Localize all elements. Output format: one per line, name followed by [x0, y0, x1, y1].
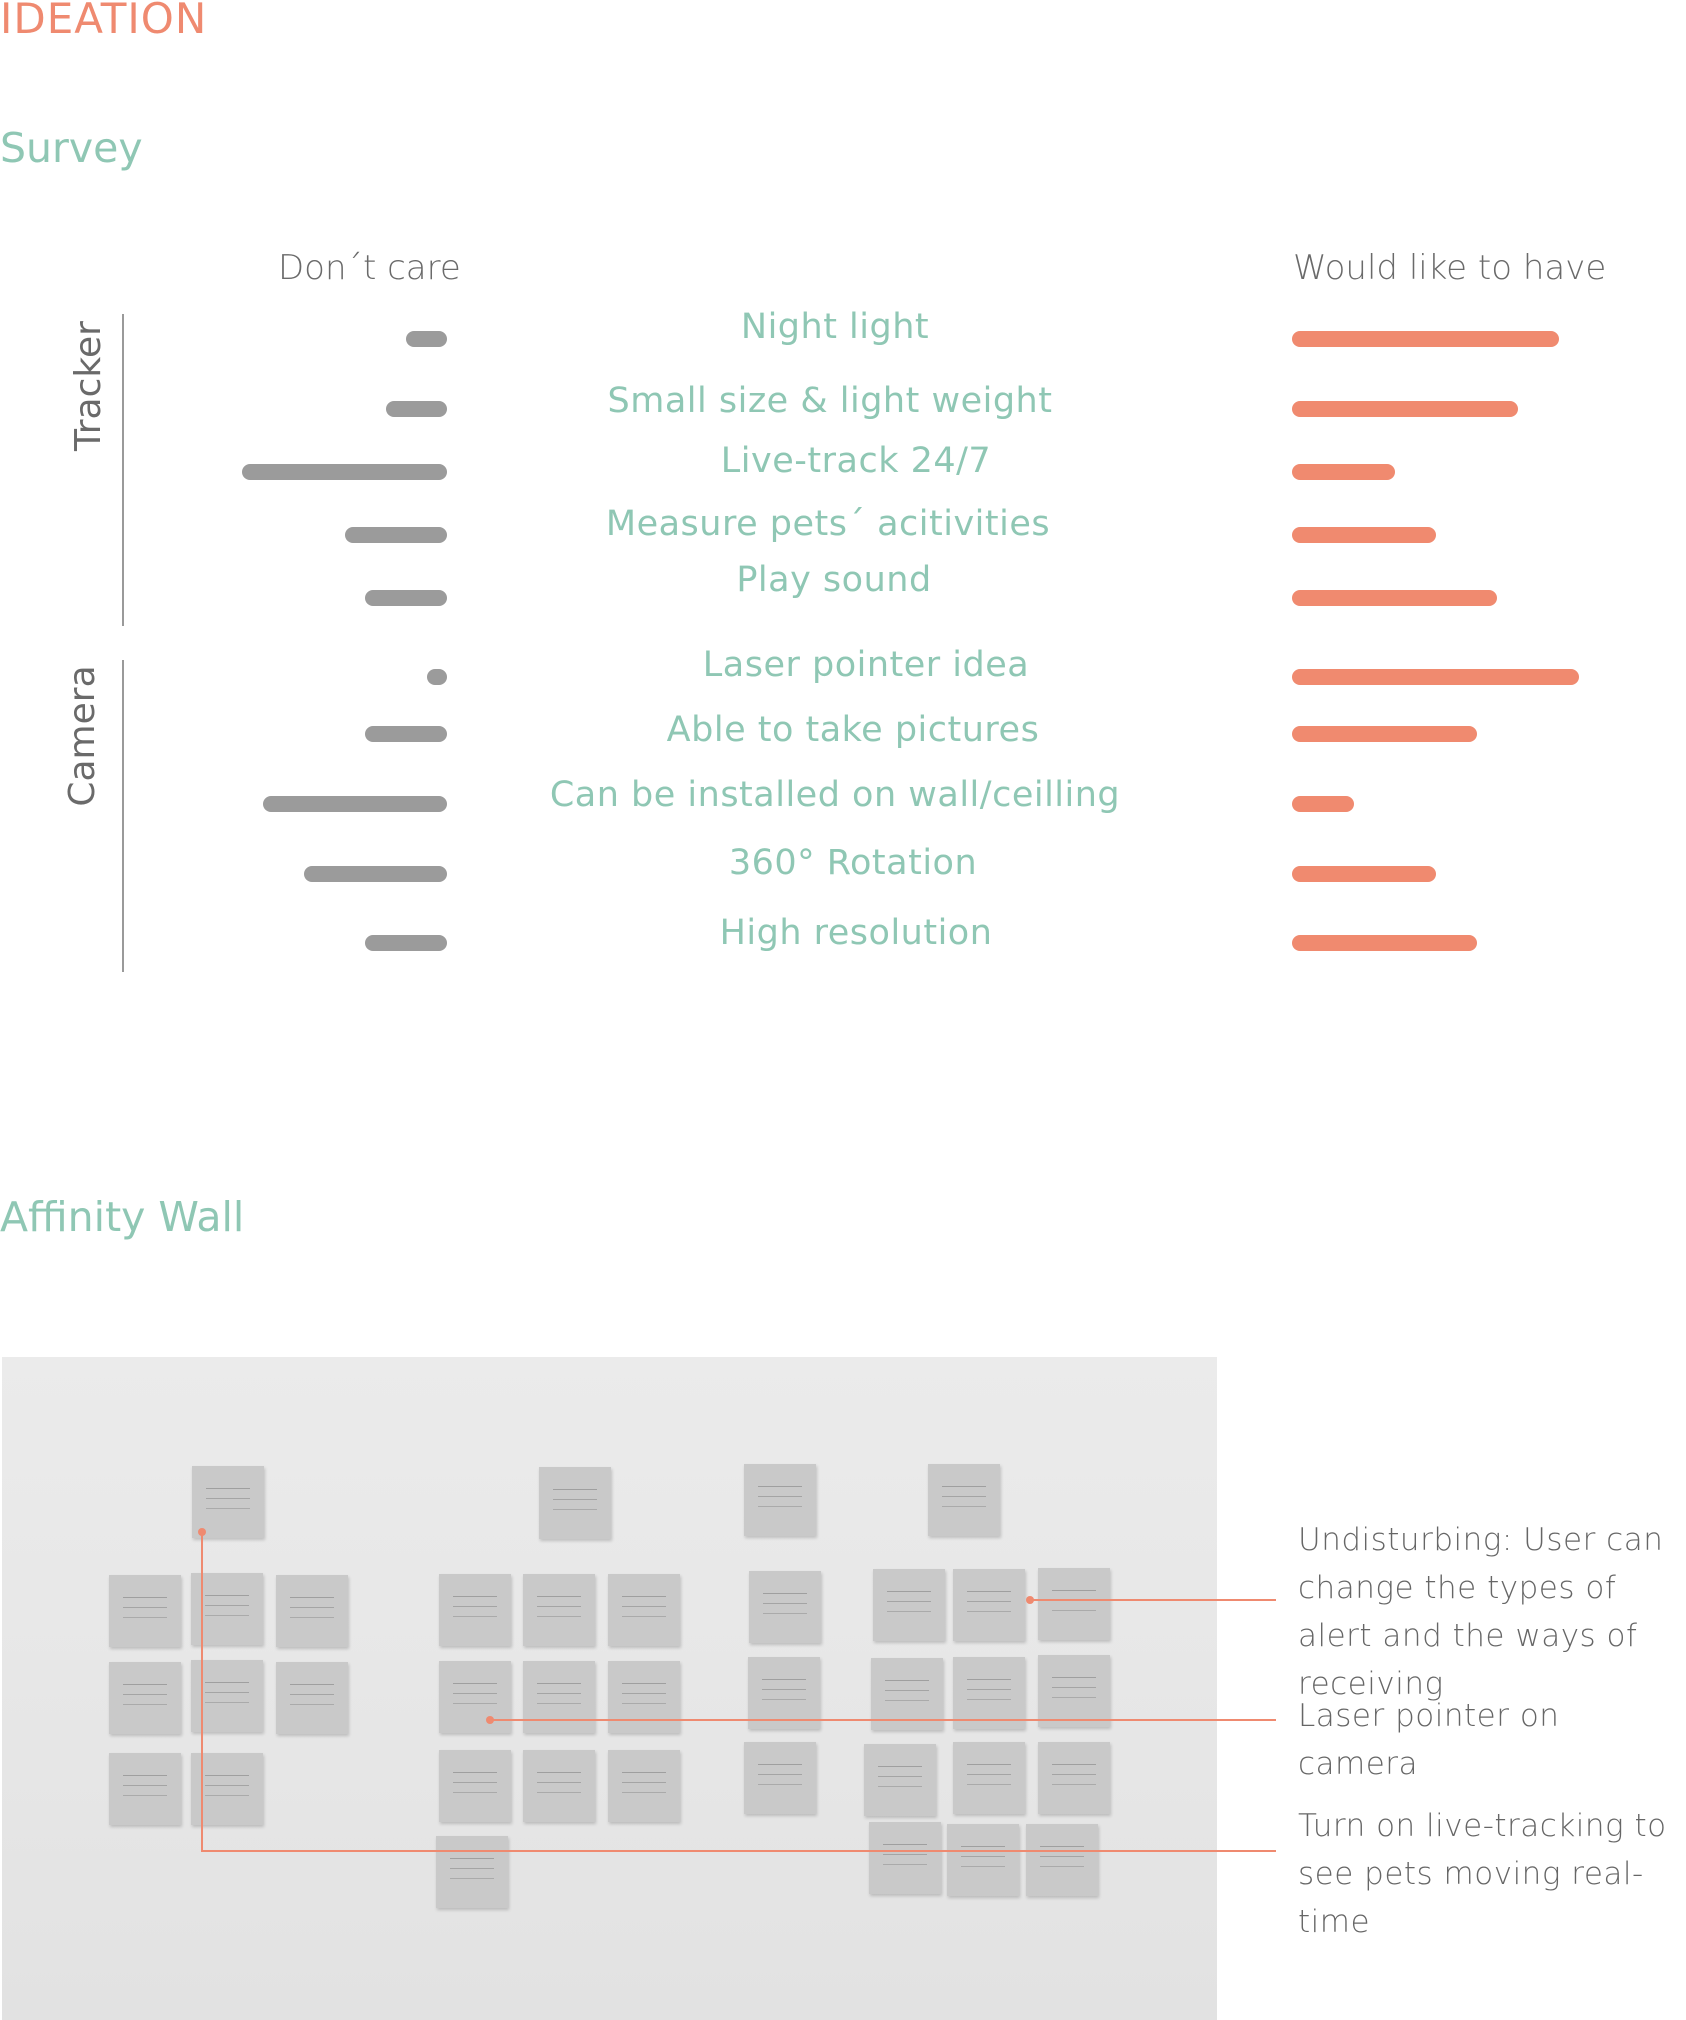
- callout-line-laser: [490, 1719, 1276, 1721]
- sticky-note: [744, 1742, 816, 1814]
- sticky-note: [109, 1662, 181, 1734]
- affinity-wall-photo: [2, 1357, 1217, 2020]
- bar-would-like: [1292, 401, 1518, 417]
- bar-would-like: [1292, 796, 1354, 812]
- legend-would-like: Would like to have: [1293, 248, 1607, 288]
- sticky-note: [191, 1660, 263, 1732]
- callout-alerts: Undisturbing: User can change the types …: [1298, 1522, 1664, 1702]
- sticky-note: [864, 1744, 936, 1816]
- sticky-note: [1038, 1655, 1110, 1727]
- sticky-note: [953, 1657, 1025, 1729]
- bar-would-like: [1292, 331, 1559, 347]
- sticky-note: [539, 1467, 611, 1539]
- sticky-note: [523, 1750, 595, 1822]
- callout-laser: Laser pointer on camera: [1298, 1698, 1560, 1782]
- sticky-note: [749, 1571, 821, 1643]
- group-label-camera: Camera: [62, 665, 103, 807]
- sticky-note: [748, 1657, 820, 1729]
- feature-label: Night light: [740, 307, 930, 347]
- bar-would-like: [1292, 527, 1436, 543]
- feature-label: Play sound: [736, 560, 932, 600]
- sticky-note: [523, 1574, 595, 1646]
- bar-dont-care: [365, 590, 447, 606]
- sticky-note: [873, 1569, 945, 1641]
- sticky-note: [523, 1661, 595, 1733]
- sticky-note: [276, 1662, 348, 1734]
- bar-would-like: [1292, 669, 1579, 685]
- sticky-note: [744, 1464, 816, 1536]
- bar-dont-care: [344, 527, 447, 543]
- feature-label: 360° Rotation: [728, 843, 978, 883]
- feature-label: Can be installed on wall/ceilling: [549, 775, 1121, 815]
- sticky-note: [191, 1753, 263, 1825]
- bar-dont-care: [242, 464, 447, 480]
- sticky-note: [947, 1824, 1019, 1896]
- sticky-note: [436, 1836, 508, 1908]
- bar-would-like: [1292, 935, 1477, 951]
- callout-line-alerts: [1030, 1599, 1276, 1601]
- sticky-note: [608, 1661, 680, 1733]
- callout-dot-alerts: [1026, 1596, 1034, 1604]
- sticky-note: [439, 1661, 511, 1733]
- callout-dot-livetrack: [198, 1528, 206, 1536]
- sticky-note: [869, 1822, 941, 1894]
- sticky-note: [928, 1464, 1000, 1536]
- feature-label: High resolution: [719, 913, 993, 953]
- sticky-note: [192, 1466, 264, 1538]
- sticky-note: [953, 1742, 1025, 1814]
- bar-dont-care: [365, 726, 447, 742]
- feature-label: Small size & light weight: [607, 381, 1053, 421]
- bar-dont-care: [385, 401, 447, 417]
- sticky-note: [871, 1658, 943, 1730]
- callout-livetrack: Turn on live-tracking to see pets moving…: [1298, 1808, 1667, 1940]
- feature-label: Laser pointer idea: [702, 645, 1030, 685]
- sticky-note: [1026, 1824, 1098, 1896]
- affinity-title: Affinity Wall: [0, 1193, 245, 1241]
- sticky-note: [191, 1573, 263, 1645]
- sticky-note: [109, 1575, 181, 1647]
- sticky-note: [608, 1574, 680, 1646]
- bar-dont-care: [303, 866, 447, 882]
- sticky-note: [953, 1569, 1025, 1641]
- page-heading: IDEATION: [0, 0, 208, 43]
- bar-would-like: [1292, 590, 1497, 606]
- feature-label: Able to take pictures: [666, 710, 1040, 750]
- bar-would-like: [1292, 464, 1395, 480]
- group-label-tracker: Tracker: [68, 321, 109, 451]
- bar-dont-care: [426, 669, 447, 685]
- sticky-note: [608, 1750, 680, 1822]
- sticky-note: [1038, 1742, 1110, 1814]
- sticky-note: [276, 1575, 348, 1647]
- sticky-note: [1038, 1568, 1110, 1640]
- callout-line-livetrack: [201, 1850, 1276, 1852]
- feature-label: Measure pets´ acitivities: [605, 504, 1051, 544]
- bar-dont-care: [406, 331, 447, 347]
- sticky-note: [109, 1753, 181, 1825]
- callout-line-livetrack-vertical: [201, 1532, 203, 1852]
- sticky-note: [439, 1750, 511, 1822]
- bar-would-like: [1292, 726, 1477, 742]
- bar-dont-care: [262, 796, 447, 812]
- survey-title: Survey: [0, 124, 143, 172]
- bar-dont-care: [365, 935, 447, 951]
- sticky-note: [439, 1574, 511, 1646]
- bar-would-like: [1292, 866, 1436, 882]
- camera-axis-line: [122, 660, 124, 972]
- callout-dot-laser: [486, 1716, 494, 1724]
- feature-label: Live-track 24/7: [720, 441, 992, 481]
- tracker-axis-line: [122, 314, 124, 626]
- legend-dont-care: Don´t care: [278, 248, 461, 288]
